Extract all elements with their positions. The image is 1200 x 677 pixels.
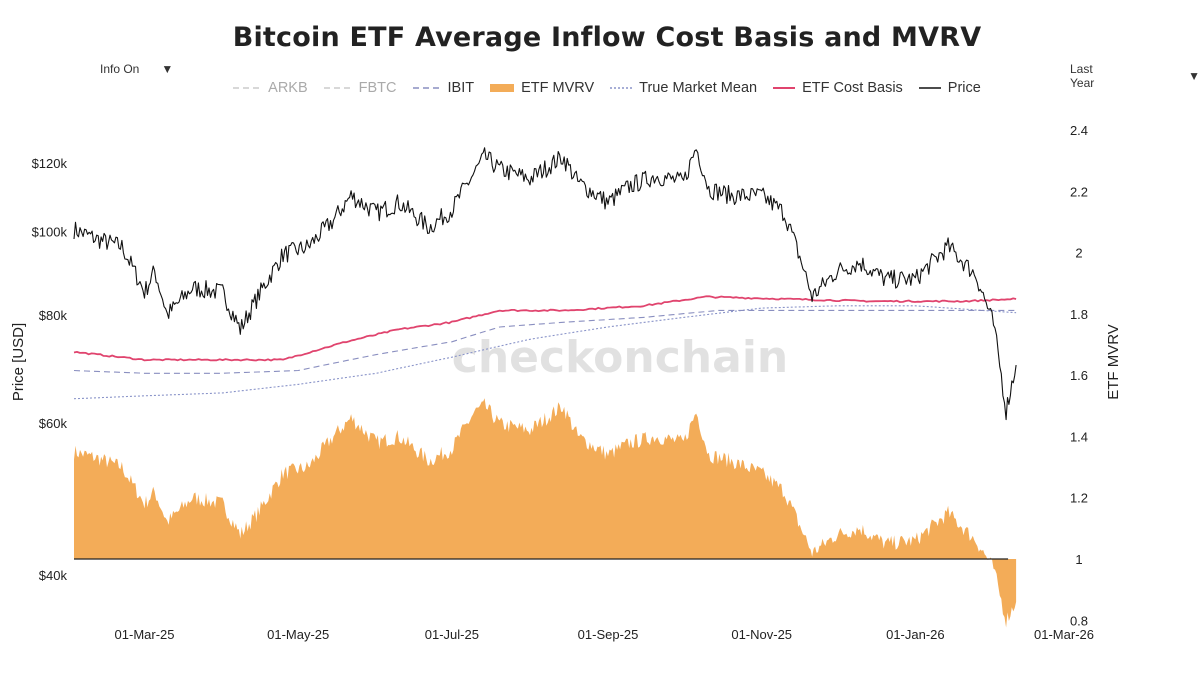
legend-label-arkb: ARKB [268, 80, 308, 96]
area-swatch-icon [490, 84, 515, 92]
dashed-line-swatch-icon [233, 87, 262, 89]
range-dropdown-label: Last Year [1070, 62, 1095, 90]
y-tick-label: $100k [32, 224, 68, 239]
x-tick-label: 01-May-25 [267, 627, 329, 642]
price-line [73, 147, 1017, 421]
chart-legend: ARKB FBTC IBIT ETF MVRV True Market Mean… [0, 80, 1200, 96]
series-lines-layer [73, 147, 1017, 421]
x-axis-ticks: 01-Mar-25 01-May-25 01-Jul-25 01-Sep-25 01-N… [115, 627, 1094, 642]
chevron-down-icon: ▼ [1188, 69, 1200, 83]
y-tick-label: $60k [39, 416, 68, 431]
x-tick-label: 01-Mar-25 [115, 627, 175, 642]
line-swatch-icon [773, 87, 796, 89]
y-axis-title: Price [USD] [10, 323, 27, 401]
x-tick-label: 01-Jul-25 [425, 627, 479, 642]
y2-tick-label: 1.4 [1070, 429, 1088, 444]
legend-label-etf-mvrv: ETF MVRV [521, 80, 595, 96]
ibit-line [73, 309, 1017, 374]
y2-tick-label: 1 [1075, 552, 1082, 567]
line-swatch-icon [918, 87, 941, 89]
chevron-down-icon: ▼ [161, 62, 174, 76]
y2-tick-label: 1.2 [1070, 491, 1088, 506]
legend-item-true-market-mean[interactable]: True Market Mean [610, 80, 757, 96]
y2-axis-title: ETF MVRV [1105, 324, 1122, 400]
legend-label-price: Price [947, 80, 981, 96]
legend-label-fbtc: FBTC [358, 80, 397, 96]
legend-item-price[interactable]: Price [918, 80, 981, 96]
y-axis-ticks: $40k $60k $80k $100k $120k [32, 156, 68, 583]
y2-tick-label: 1.6 [1070, 368, 1088, 383]
dashed-line-swatch-icon [323, 87, 352, 89]
legend-label-etf-cost-basis: ETF Cost Basis [802, 80, 903, 96]
x-tick-label: 01-Nov-25 [731, 627, 792, 642]
watermark-text: checkonchain [452, 332, 788, 383]
info-dropdown[interactable]: Info On ▼ [100, 62, 173, 76]
legend-item-fbtc[interactable]: FBTC [323, 80, 397, 96]
y2-tick-label: 1.8 [1070, 307, 1088, 322]
etf-mvrv-area [74, 398, 1017, 628]
y2-axis-ticks: 0.8 1 1.2 1.4 1.6 1.8 2 2.2 2.4 [1070, 123, 1088, 628]
legend-label-true-market-mean: True Market Mean [639, 80, 758, 96]
legend-item-etf-mvrv[interactable]: ETF MVRV [490, 80, 594, 96]
y2-tick-label: 2 [1075, 246, 1082, 261]
info-dropdown-label: Info On [100, 62, 140, 76]
etf-cost-basis-line [73, 295, 1017, 362]
legend-item-arkb[interactable]: ARKB [233, 80, 308, 96]
x-tick-label: 01-Mar-26 [1034, 627, 1094, 642]
dashed-line-swatch-icon [412, 87, 441, 89]
chart-title: Bitcoin ETF Average Inflow Cost Basis an… [232, 22, 982, 53]
legend-label-ibit: IBIT [447, 80, 475, 96]
etf-mvrv-area-layer [74, 398, 1017, 628]
y2-tick-label: 0.8 [1070, 613, 1088, 628]
x-tick-label: 01-Jan-26 [886, 627, 945, 642]
y-tick-label: $40k [39, 568, 68, 583]
legend-item-ibit[interactable]: IBIT [412, 80, 475, 96]
y2-tick-label: 2.4 [1070, 123, 1088, 138]
y-tick-label: $80k [39, 308, 68, 323]
y-tick-label: $120k [32, 156, 68, 171]
y2-tick-label: 2.2 [1070, 184, 1088, 199]
x-tick-label: 01-Sep-25 [578, 627, 639, 642]
true-market-mean-line [73, 305, 1017, 400]
range-dropdown[interactable]: Last Year ▼ [1070, 62, 1200, 90]
legend-item-etf-cost-basis[interactable]: ETF Cost Basis [773, 80, 903, 96]
